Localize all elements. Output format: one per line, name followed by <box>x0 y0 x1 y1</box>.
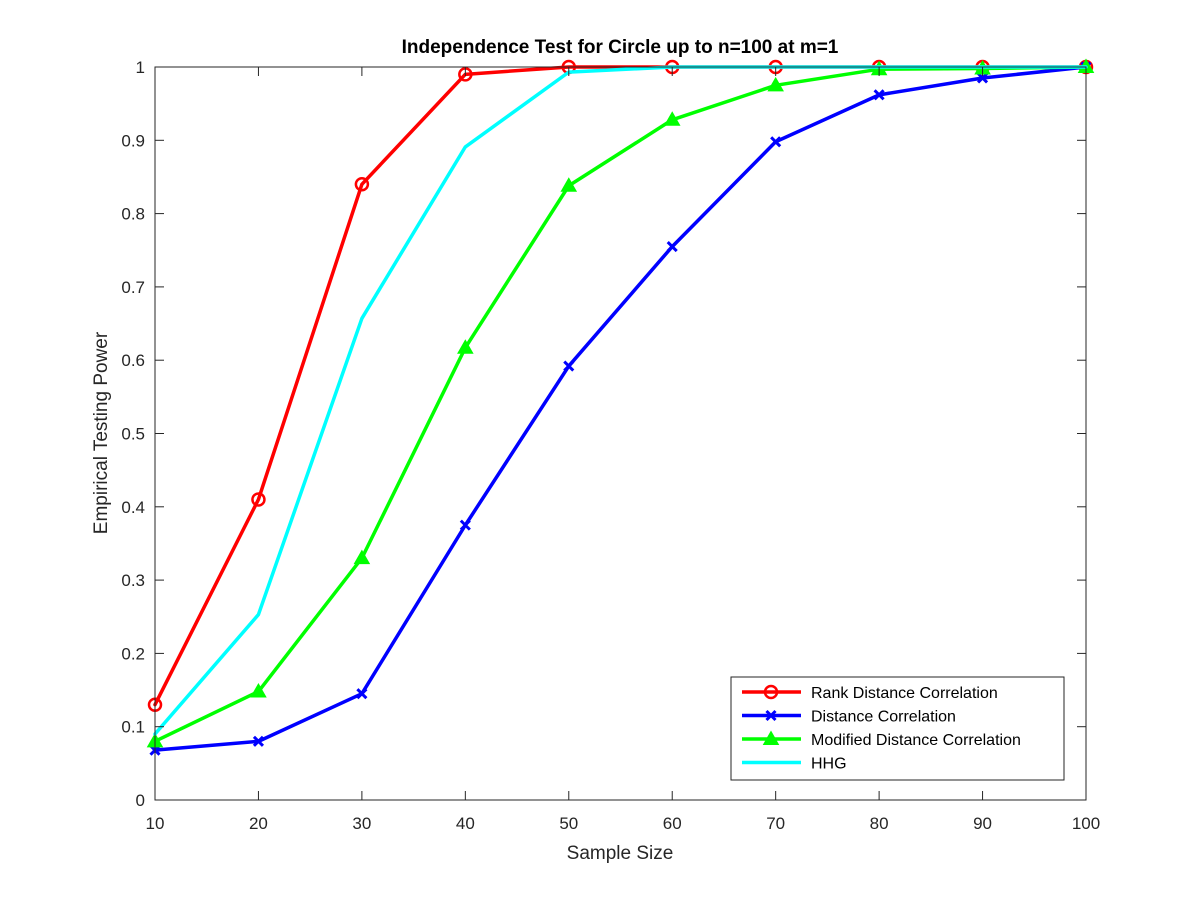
x-tick-label: 30 <box>352 814 371 833</box>
data-point-modified-distance-correlation <box>250 683 267 698</box>
data-point-distance-correlation <box>459 519 471 531</box>
legend-label: Rank Distance Correlation <box>811 685 998 702</box>
y-axis-label: Empirical Testing Power <box>91 331 112 534</box>
chart-title: Independence Test for Circle up to n=100… <box>402 37 839 58</box>
legend: Rank Distance Correlation Distance Correl… <box>730 676 1065 781</box>
y-tick-label: 0.8 <box>121 205 145 224</box>
y-tick-label: 0.2 <box>121 644 145 663</box>
x-tick-label: 70 <box>766 814 785 833</box>
data-point-distance-correlation <box>563 360 575 372</box>
legend-marker <box>763 684 779 700</box>
legend-item-rank-distance-correlation: Rank Distance Correlation <box>742 684 998 702</box>
data-point-modified-distance-correlation <box>560 177 578 192</box>
y-tick-label: 1 <box>136 58 145 77</box>
x-tick-label: 100 <box>1072 814 1100 833</box>
data-point-rank-distance-correlation <box>251 492 266 507</box>
data-point-distance-correlation <box>252 735 265 747</box>
legend-item-distance-correlation: Distance Correlation <box>742 709 956 726</box>
x-tick-label: 40 <box>456 814 475 833</box>
legend-label: Modified Distance Correlation <box>811 732 1021 749</box>
data-point-rank-distance-correlation <box>354 177 370 192</box>
x-tick-label: 20 <box>249 814 268 833</box>
y-tick-label: 0.1 <box>121 718 145 737</box>
data-point-distance-correlation <box>356 688 368 700</box>
y-tick-label: 0.9 <box>121 131 145 150</box>
data-point-modified-distance-correlation <box>663 111 681 126</box>
legend-label: Distance Correlation <box>811 709 956 726</box>
x-tick-label: 90 <box>973 814 992 833</box>
x-tick-label: 10 <box>146 814 165 833</box>
x-tick-label: 80 <box>870 814 889 833</box>
y-tick-label: 0.4 <box>121 498 145 517</box>
y-tick-label: 0.3 <box>121 571 145 590</box>
y-tick-label: 0 <box>136 791 145 810</box>
series-line-modified-distance-correlation <box>153 65 1088 744</box>
data-point-distance-correlation <box>873 89 885 101</box>
y-tick-label: 0.7 <box>121 278 145 297</box>
data-point-modified-distance-correlation <box>457 339 474 354</box>
series-line-distance-correlation <box>153 65 1088 752</box>
legend-label: HHG <box>811 756 847 773</box>
legend-item-modified-distance-correlation: Modified Distance Correlation <box>742 730 1021 749</box>
x-axis-label: Sample Size <box>567 843 674 864</box>
x-tick-label: 60 <box>663 814 682 833</box>
legend-item-hhg: HHG <box>742 756 847 773</box>
data-point-distance-correlation <box>976 72 989 84</box>
y-tick-label: 0.6 <box>121 351 145 370</box>
data-point-distance-correlation <box>666 241 678 253</box>
x-tick-label: 50 <box>559 814 578 833</box>
data-point-distance-correlation <box>770 136 782 148</box>
x-axis: 10 20 30 40 50 60 70 80 90 100 <box>146 67 1100 833</box>
legend-marker <box>762 730 780 745</box>
data-point-modified-distance-correlation <box>767 76 784 92</box>
y-axis: 0 0.1 0.2 0.3 0.4 0.5 0.6 0.7 0.8 0.9 1 <box>121 58 1086 810</box>
legend-marker <box>765 709 777 722</box>
y-tick-label: 0.5 <box>121 425 145 444</box>
data-point-modified-distance-correlation <box>353 549 371 565</box>
